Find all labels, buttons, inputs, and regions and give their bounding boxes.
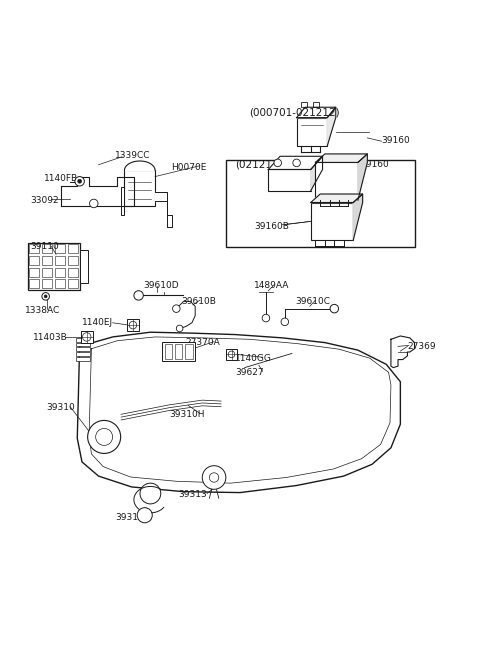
Polygon shape [311,194,362,202]
Polygon shape [124,161,155,170]
Text: 39627: 39627 [235,368,264,377]
Text: 39110: 39110 [30,242,59,251]
Circle shape [129,322,137,329]
Bar [120,187,124,215]
Bar [185,344,193,359]
Bar [80,250,88,283]
Bar [29,268,39,276]
Bar [226,160,415,248]
Bar [29,280,39,288]
Text: 1140FB: 1140FB [44,174,78,183]
Circle shape [228,351,235,358]
Bar [127,319,139,331]
Circle shape [134,291,144,300]
Polygon shape [61,177,134,206]
Text: (000701-021212): (000701-021212) [250,108,340,118]
Text: (021212-): (021212-) [235,160,287,170]
Circle shape [176,325,183,331]
Bar [301,102,307,107]
Circle shape [140,483,161,504]
Bar [81,331,93,343]
Bar [55,256,65,265]
Bar [42,244,52,253]
Circle shape [44,295,47,298]
Bar [227,349,237,360]
Circle shape [293,159,300,166]
Bar [162,342,195,362]
Text: 39310: 39310 [47,403,75,412]
Bar [315,162,358,200]
Circle shape [274,159,281,166]
Bar [68,280,78,288]
Polygon shape [77,332,400,493]
Text: 39160B: 39160B [254,221,289,231]
Circle shape [42,293,49,300]
Bar [42,256,52,265]
Bar [55,280,65,288]
Polygon shape [353,194,362,240]
Bar [76,357,90,360]
Text: 39610D: 39610D [144,282,179,291]
Text: 1339CC: 1339CC [115,151,151,160]
Circle shape [202,466,226,489]
Text: 39313: 39313 [179,491,207,500]
Text: 1140GG: 1140GG [235,354,272,363]
Text: 39610C: 39610C [296,297,331,306]
Circle shape [78,179,82,183]
Text: 39310H: 39310H [169,410,205,419]
Circle shape [262,314,270,322]
Bar [76,347,90,351]
Text: 27369: 27369 [408,342,436,351]
Bar [42,280,52,288]
Polygon shape [311,157,323,191]
Bar [29,244,39,253]
Circle shape [75,177,84,186]
Text: 1489AA: 1489AA [254,282,289,291]
Text: 39313: 39313 [115,513,144,521]
Bar [76,338,90,342]
Circle shape [90,199,98,208]
Circle shape [88,421,120,453]
Bar [29,256,39,265]
Text: 1338AC: 1338AC [25,306,60,315]
Text: 39610B: 39610B [181,297,216,306]
Polygon shape [327,107,336,146]
Text: 33092: 33092 [30,196,59,204]
Text: H0070E: H0070E [172,162,207,172]
Bar [268,170,311,191]
Text: 27370A: 27370A [186,338,220,347]
Bar [124,170,155,206]
Bar [68,256,78,265]
Polygon shape [268,157,323,170]
Circle shape [209,473,219,482]
Polygon shape [315,154,367,162]
Bar [165,344,172,359]
Circle shape [83,333,91,341]
Circle shape [96,428,113,445]
Circle shape [281,318,288,326]
Bar [28,242,80,290]
Bar [76,352,90,356]
Bar [68,244,78,253]
Polygon shape [358,154,367,200]
Text: 39160: 39160 [382,136,410,145]
Circle shape [137,508,152,523]
Bar [55,268,65,276]
Bar [297,118,327,146]
Bar [68,268,78,276]
Polygon shape [297,107,336,118]
Bar [175,344,182,359]
Text: 11403B: 11403B [33,333,67,343]
Bar [76,343,90,346]
Text: 39160: 39160 [360,160,389,169]
Text: 1140EJ: 1140EJ [82,318,113,328]
Circle shape [330,305,338,313]
Bar [311,202,353,240]
Bar [313,102,319,107]
Polygon shape [155,192,172,227]
Bar [55,244,65,253]
Circle shape [172,305,180,312]
Polygon shape [391,336,415,367]
Bar [42,268,52,276]
